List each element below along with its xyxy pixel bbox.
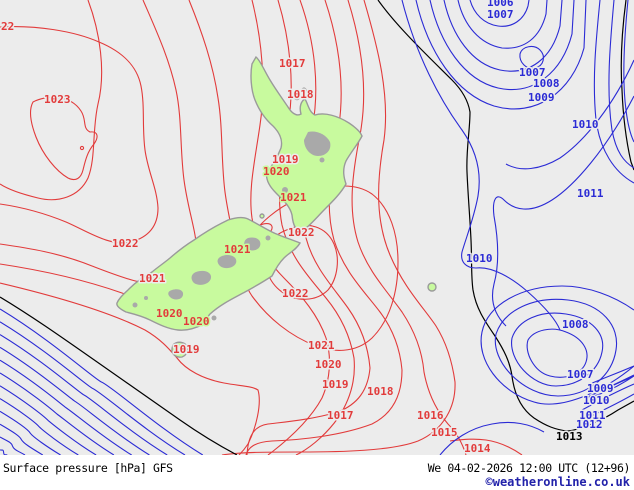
isobar-label: 1009 — [528, 91, 555, 104]
isobar-label: 1011 — [577, 187, 604, 200]
isobar-label: 1021 — [224, 243, 251, 256]
isobar-label: 1022 — [112, 237, 139, 250]
southwest-blue-isobar — [0, 423, 44, 455]
isobar-label: 1023 — [44, 93, 71, 106]
stewart-island — [171, 341, 189, 358]
southwest-blue-isobar — [0, 346, 150, 455]
valid-time-label: We 04-02-2026 12:00 UTC (12+96) — [427, 461, 631, 475]
isobar-label-layer: 2210231017101810191020102110221022102110… — [0, 0, 615, 455]
isobar-label: 1019 — [322, 378, 349, 391]
isobar-label: 1008 — [562, 318, 589, 331]
isobar-label: 1010 — [466, 252, 493, 265]
blue-isobars-north-low — [415, 0, 634, 184]
isobar-label: 1021 — [308, 339, 335, 352]
southwest-blue-isobar — [0, 398, 79, 455]
isobar-label: 1019 — [173, 343, 200, 356]
isobar-label: 1007 — [519, 66, 546, 79]
isobar-label: 1012 — [576, 418, 603, 431]
isobar-label: 1017 — [327, 409, 354, 422]
isobar-label: 1006 — [487, 0, 514, 9]
southwest-blue-isobar — [0, 436, 26, 455]
southwest-blue-isobar — [0, 321, 186, 455]
isobar-label: 1020 — [156, 307, 183, 320]
isobar-label: 1019 — [272, 153, 299, 166]
chatham-islands — [427, 282, 437, 292]
southwest-blue-isobar — [0, 334, 168, 455]
southwest-blue-isobar — [0, 385, 97, 455]
southwest-blue-isobar — [0, 308, 204, 455]
parameter-label: Surface pressure [hPa] GFS — [3, 461, 173, 475]
isobar-label: 1022 — [282, 287, 309, 300]
isobar-label: 1011 — [579, 409, 606, 422]
southwest-blue-isobar — [0, 372, 115, 455]
southwest-blue-isobars — [0, 308, 204, 455]
isobar-chart: 2210231017101810191020102110221022102110… — [0, 0, 634, 455]
isobar-label: 1008 — [533, 77, 560, 90]
isobar-label: 1015 — [431, 426, 458, 439]
isobar-label: 1016 — [417, 409, 444, 422]
isobar-label: 1021 — [139, 272, 166, 285]
copyright-label: ©weatheronline.co.uk — [485, 475, 631, 489]
isobar-label: 1010 — [583, 394, 610, 407]
isobar-label: 1018 — [367, 385, 394, 398]
blue-isobars-trough — [401, 0, 634, 455]
southwest-blue-isobar — [0, 359, 132, 455]
isobar-label: 1018 — [287, 88, 314, 101]
terrain-shading — [132, 131, 331, 321]
isobar-label: 1007 — [487, 8, 514, 21]
southwest-blue-isobar — [0, 449, 8, 455]
southwest-blue-isobar — [0, 410, 61, 455]
isobar-label: 1022 — [288, 226, 315, 239]
isobar-label: 1010 — [572, 118, 599, 131]
map-footer: Surface pressure [hPa] GFS We 04-02-2026… — [0, 455, 634, 490]
pressure-map: 22 1023 1017 1018 1019 1020 1021 1022 1022 1021 10… — [0, 0, 634, 455]
isobar-label: 1007 — [567, 368, 594, 381]
isobar-label: 1020 — [263, 165, 290, 178]
isobar-label: 1020 — [183, 315, 210, 328]
isobar-label: 1017 — [279, 57, 306, 70]
isobar-label: 1020 — [315, 358, 342, 371]
isobar-label: 1009 — [587, 382, 614, 395]
isobar-label: 1014 — [464, 442, 491, 455]
isobar-label: 22 — [1, 20, 14, 33]
black-isobars-1013 — [0, 0, 634, 455]
isobar-label: 1013 — [556, 430, 583, 443]
isobar-label: 1021 — [280, 191, 307, 204]
